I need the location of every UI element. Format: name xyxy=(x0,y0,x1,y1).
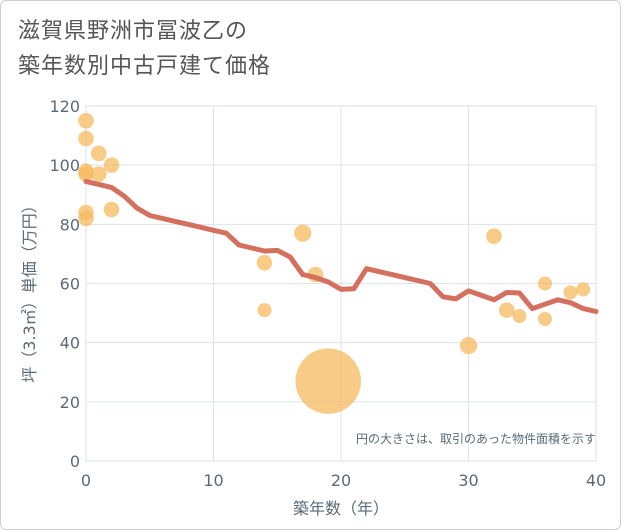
bubble-point-15 xyxy=(459,337,478,355)
bubble-point-0 xyxy=(78,112,94,129)
bubble-point-22 xyxy=(576,282,591,297)
bubble-point-11 xyxy=(257,303,272,318)
y-tick-label-2: 40 xyxy=(60,334,80,353)
bubble-point-18 xyxy=(512,309,527,324)
bubble-point-17 xyxy=(498,302,515,318)
bubble-size-note: 円の大きさは、取引のあった物件面積を示す xyxy=(356,431,596,446)
bubble-point-8 xyxy=(103,157,120,173)
chart-title-line2: 築年数別中古戸建て価格 xyxy=(18,54,272,79)
y-tick-label-0: 0 xyxy=(70,452,80,471)
y-tick-label-1: 20 xyxy=(60,393,80,412)
bubble-point-3 xyxy=(78,166,94,182)
trend-line-series xyxy=(83,178,599,315)
trend-line xyxy=(83,178,599,315)
bubble-point-12 xyxy=(294,224,312,242)
y-tick-label-4: 80 xyxy=(60,215,80,234)
x-tick-labels: 0 10 20 30 40 xyxy=(81,471,606,490)
chart-title-line1: 滋賀県野洲市冨波乙の xyxy=(18,19,249,44)
y-tick-label-3: 60 xyxy=(60,275,80,294)
y-tick-labels: 0 20 40 60 80 100 120 xyxy=(49,97,80,471)
bubble-point-6 xyxy=(90,145,107,162)
bubble-point-21 xyxy=(563,285,578,300)
chart-title: 滋賀県野洲市冨波乙の 築年数別中古戸建て価格 xyxy=(18,14,271,84)
bubble-point-7 xyxy=(90,166,107,182)
bubble-point-10 xyxy=(256,254,273,271)
x-axis-label: 築年数（年） xyxy=(293,499,389,518)
bubble-point-1 xyxy=(78,130,94,147)
x-tick-label-1: 10 xyxy=(203,471,223,490)
bubble-series xyxy=(78,112,591,414)
x-tick-label-4: 40 xyxy=(586,471,606,490)
bubble-point-16 xyxy=(486,228,502,244)
bubble-point-9 xyxy=(103,201,120,218)
bubble-point-14 xyxy=(295,348,362,414)
bubble-point-5 xyxy=(78,210,94,227)
x-tick-label-2: 20 xyxy=(331,471,351,490)
x-tick-label-0: 0 xyxy=(81,471,91,490)
bubble-point-19 xyxy=(537,276,553,291)
y-tick-label-6: 120 xyxy=(49,97,80,116)
y-tick-label-5: 100 xyxy=(49,156,80,175)
y-axis-label: 坪（3.3㎡）単価（万円） xyxy=(20,197,39,382)
x-tick-label-3: 30 xyxy=(458,471,478,490)
bubble-point-20 xyxy=(537,311,553,327)
